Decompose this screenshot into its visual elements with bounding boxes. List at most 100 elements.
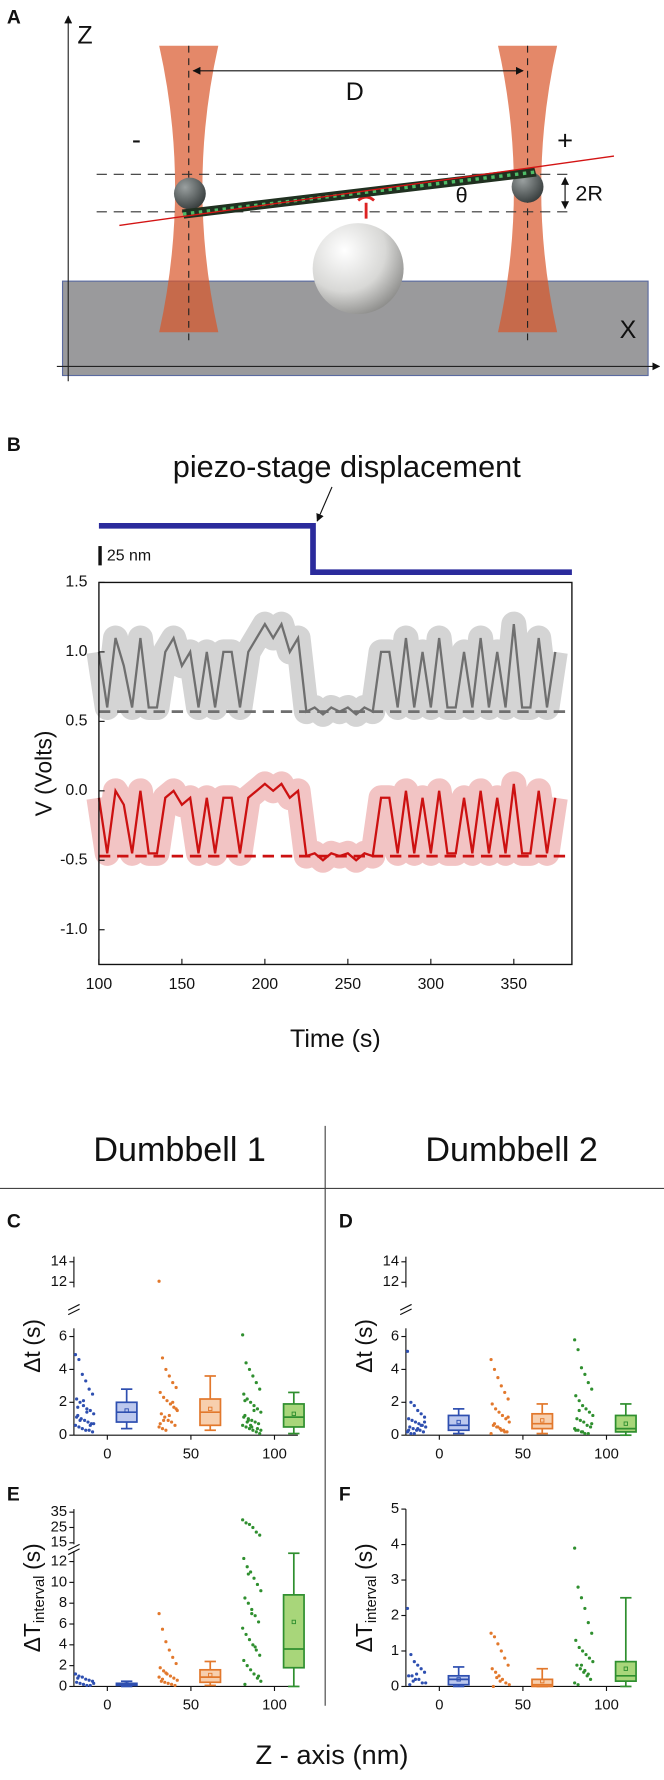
data-point xyxy=(167,1374,171,1378)
y-tick-label: 6 xyxy=(391,1328,399,1344)
data-point xyxy=(246,1418,250,1422)
data-point xyxy=(157,1675,161,1679)
data-point xyxy=(256,1422,261,1426)
data-point xyxy=(250,1425,254,1429)
data-point xyxy=(85,1410,89,1414)
data-point xyxy=(411,1427,415,1431)
y-tick-label: 2 xyxy=(59,1394,67,1410)
x-tick-label: 50 xyxy=(515,1698,531,1714)
data-point xyxy=(166,1418,170,1422)
data-point xyxy=(255,1407,260,1411)
y-label-main: Δt xyxy=(19,1351,45,1373)
data-point xyxy=(409,1400,413,1404)
data-point xyxy=(173,1683,177,1688)
piezo-trace xyxy=(98,522,572,576)
x-tick-label: 300 xyxy=(418,976,445,993)
data-point xyxy=(75,1415,79,1419)
data-point xyxy=(417,1677,421,1681)
data-point xyxy=(410,1418,414,1422)
data-point xyxy=(407,1428,411,1432)
diagram: A Z X D - + θ 2R xyxy=(7,8,661,382)
data-point xyxy=(494,1670,498,1674)
y-axis-label: V (Volts) xyxy=(30,731,56,817)
y-label-main: ΔT xyxy=(19,1623,45,1652)
data-point xyxy=(160,1427,165,1431)
y-tick-label: 5 xyxy=(391,1501,399,1517)
data-point xyxy=(492,1422,497,1426)
mean-marker xyxy=(124,1682,129,1687)
x-tick-label: 150 xyxy=(169,976,196,993)
data-point xyxy=(249,1668,253,1672)
data-point xyxy=(582,1420,586,1424)
data-point xyxy=(497,1674,501,1678)
data-point xyxy=(252,1403,256,1408)
data-point xyxy=(90,1430,95,1434)
y-tick-label: 14 xyxy=(383,1254,399,1270)
data-point xyxy=(408,1425,412,1429)
data-point xyxy=(76,1676,80,1680)
y-tick-label: 0 xyxy=(59,1678,67,1694)
data-point xyxy=(504,1417,508,1421)
data-point xyxy=(252,1576,256,1580)
data-point xyxy=(577,1408,581,1413)
data-point xyxy=(85,1683,89,1688)
data-point xyxy=(587,1410,592,1414)
data-point xyxy=(162,1418,166,1422)
data-point xyxy=(246,1601,250,1605)
data-point xyxy=(496,1376,500,1380)
data-point xyxy=(422,1420,427,1424)
data-point xyxy=(407,1417,411,1421)
y-tick-label: 3 xyxy=(391,1572,399,1588)
box xyxy=(614,1660,637,1682)
data-point xyxy=(416,1427,420,1431)
data-point xyxy=(576,1683,580,1687)
data-point xyxy=(90,1392,95,1396)
data-point xyxy=(171,1655,175,1659)
data-point xyxy=(172,1676,176,1680)
panel-label: C xyxy=(7,1212,21,1233)
shared-x-label: Z - axis (nm) xyxy=(256,1739,409,1770)
data-point xyxy=(88,1683,92,1688)
data-point xyxy=(413,1420,418,1424)
panel-label: D xyxy=(339,1212,353,1233)
data-point xyxy=(499,1384,503,1388)
data-point xyxy=(576,1585,580,1589)
axis-break xyxy=(67,1303,80,1316)
data-point xyxy=(244,1425,248,1429)
data-point xyxy=(243,1596,247,1600)
data-point xyxy=(255,1427,260,1431)
data-point xyxy=(424,1681,428,1685)
data-point xyxy=(164,1671,168,1675)
x-tick-label: 50 xyxy=(183,1698,199,1714)
y-tick-label: 0 xyxy=(59,1427,67,1443)
data-point xyxy=(174,1385,178,1390)
data-point xyxy=(250,1418,254,1422)
tilt-line xyxy=(119,155,615,227)
mean-marker xyxy=(124,1408,129,1413)
x-tick-label: 100 xyxy=(262,1446,287,1462)
x-tick-label: 0 xyxy=(435,1698,443,1714)
y-tick-label: 1.0 xyxy=(65,643,87,660)
data-point xyxy=(80,1675,84,1679)
annotation-arrow xyxy=(316,486,333,522)
data-point xyxy=(246,1572,250,1576)
data-point xyxy=(87,1387,91,1391)
data-point xyxy=(588,1677,593,1681)
data-point xyxy=(78,1400,82,1404)
data-point xyxy=(581,1403,585,1408)
data-point xyxy=(591,1660,595,1664)
bead xyxy=(173,177,206,210)
data-point xyxy=(590,1422,594,1426)
data-point xyxy=(241,1333,245,1337)
x-tick-label: 50 xyxy=(183,1446,199,1462)
data-point xyxy=(241,1518,245,1522)
data-point xyxy=(171,1400,175,1404)
data-point xyxy=(159,1412,163,1416)
panel-label: F xyxy=(339,1485,351,1506)
data-point xyxy=(258,1533,262,1537)
y-tick-label: 35 xyxy=(51,1504,67,1520)
y-axis-label: ΔTinterval (s) xyxy=(19,1543,48,1652)
data-point xyxy=(503,1390,507,1395)
data-point xyxy=(419,1423,423,1427)
data-point xyxy=(166,1681,170,1685)
